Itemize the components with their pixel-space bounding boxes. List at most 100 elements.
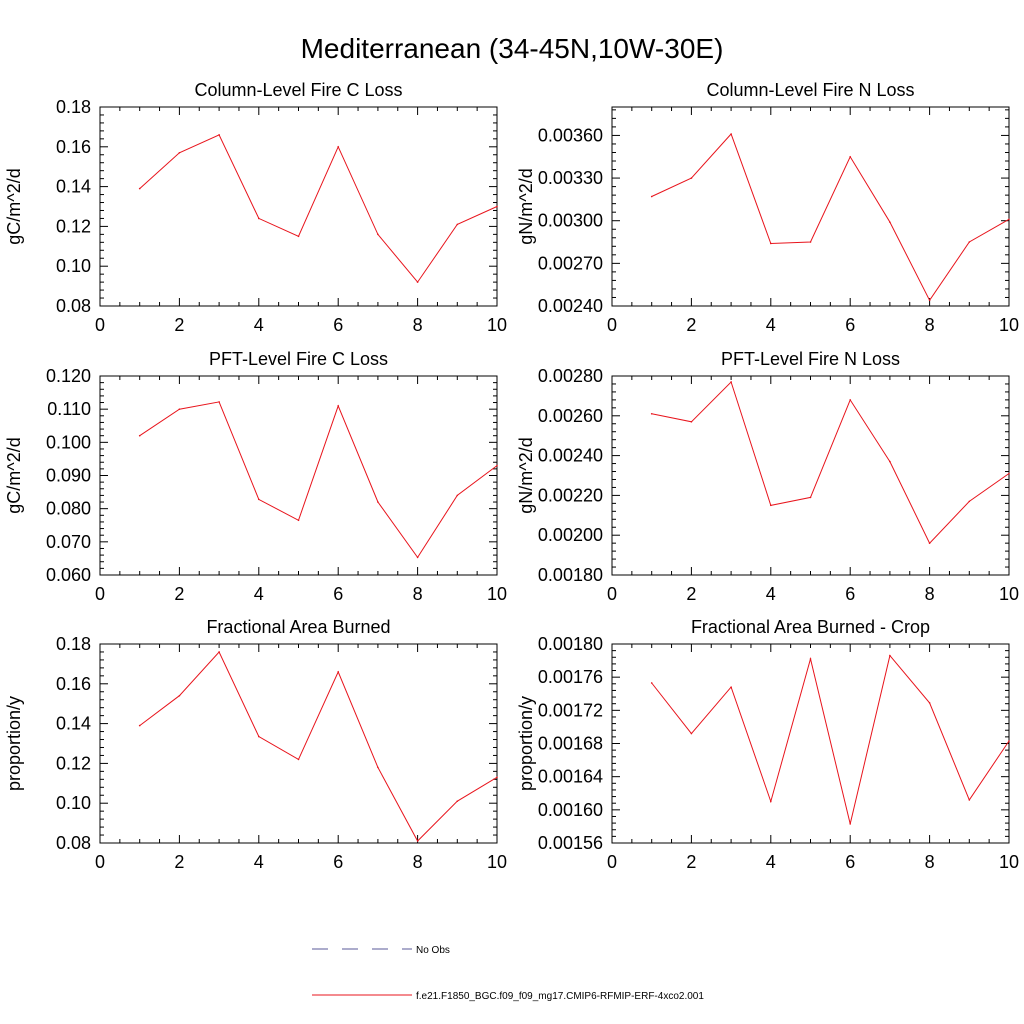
y-tick-label: 0.00240: [538, 446, 603, 466]
y-tick-label: 0.12: [56, 753, 91, 773]
y-tick-label: 0.18: [56, 634, 91, 654]
x-tick-label: 10: [487, 584, 507, 604]
x-tick-label: 0: [607, 584, 617, 604]
panel-title: PFT-Level Fire N Loss: [721, 349, 900, 369]
y-tick-label: 0.00180: [538, 565, 603, 585]
data-point: [337, 146, 340, 148]
plot-frame: [99, 375, 498, 576]
data-point: [928, 542, 931, 544]
data-point: [138, 724, 141, 727]
data-point: [849, 399, 851, 401]
data-point: [968, 799, 971, 801]
data-point: [690, 177, 693, 179]
panel-title: Column-Level Fire C Loss: [194, 80, 402, 100]
x-tick-label: 8: [925, 315, 935, 335]
data-point: [770, 504, 772, 507]
y-tick-label: 0.12: [56, 216, 91, 236]
data-point: [1008, 740, 1010, 742]
data-point: [809, 496, 812, 499]
plot-frame: [99, 643, 498, 844]
series-line: [651, 133, 1010, 302]
series-line: [139, 134, 498, 283]
data-point: [258, 217, 260, 220]
y-tick-label: 0.00156: [538, 833, 603, 853]
y-tick-label: 0.16: [56, 674, 91, 694]
x-tick-label: 6: [845, 315, 855, 335]
y-tick-label: 0.00260: [538, 406, 603, 426]
data-point: [889, 221, 891, 223]
panel-title: PFT-Level Fire C Loss: [209, 349, 388, 369]
y-tick-label: 0.090: [46, 466, 91, 486]
data-point: [1008, 218, 1010, 221]
x-tick-label: 8: [413, 852, 423, 872]
panel-2: Column-Level Fire N Loss gN/m^2/d 0 2 4 6 8 10 0…: [516, 80, 1019, 335]
data-point: [416, 556, 419, 559]
x-tick-label: 4: [254, 852, 264, 872]
data-point: [297, 519, 300, 522]
y-tick-label: 0.00164: [538, 767, 603, 787]
y-tick-label: 0.16: [56, 137, 91, 157]
figure-title: Mediterranean (34-45N,10W-30E): [301, 33, 724, 64]
x-tick-label: 10: [999, 584, 1019, 604]
x-tick-label: 10: [487, 852, 507, 872]
plot-frame: [99, 106, 498, 307]
y-tick-label: 0.10: [56, 793, 91, 813]
y-tick-label: 0.100: [46, 432, 91, 452]
panel-title: Fractional Area Burned: [206, 617, 390, 637]
data-point: [178, 694, 181, 697]
y-tick-label: 0.14: [56, 714, 91, 734]
panels: Column-Level Fire C Loss gC/m^2/d 0 2 4 6 8 10 0…: [4, 80, 1019, 872]
data-point: [650, 682, 653, 684]
data-point: [690, 420, 693, 423]
x-tick-label: 8: [413, 584, 423, 604]
x-tick-label: 10: [487, 315, 507, 335]
y-tick-label: 0.18: [56, 97, 91, 117]
legend-label-model-run: f.e21.F1850_BGC.f09_f09_mg17.CMIP6-RFMIP…: [416, 991, 704, 1002]
data-point: [218, 651, 220, 653]
data-point: [218, 401, 220, 403]
data-point: [337, 405, 340, 407]
data-point: [496, 205, 498, 208]
y-tick-label: 0.00270: [538, 253, 603, 273]
x-tick-label: 10: [999, 315, 1019, 335]
series-line: [139, 401, 498, 559]
y-axis-label: gC/m^2/d: [4, 437, 24, 513]
data-point: [730, 381, 732, 383]
y-tick-label: 0.110: [47, 399, 91, 419]
data-point: [218, 134, 220, 136]
y-axis-label: gN/m^2/d: [516, 437, 536, 513]
data-point: [770, 242, 772, 245]
y-tick-label: 0.00180: [538, 634, 603, 654]
x-tick-label: 6: [845, 852, 855, 872]
x-tick-label: 6: [333, 584, 343, 604]
y-tick-label: 0.00330: [538, 168, 603, 188]
panel-6: Fractional Area Burned - Crop proportion/…: [516, 617, 1019, 872]
data-point: [297, 235, 300, 238]
panel-1: Column-Level Fire C Loss gC/m^2/d 0 2 4 6 8 10 0…: [4, 80, 507, 335]
data-point: [178, 408, 181, 410]
data-point: [770, 800, 772, 803]
data-point: [928, 702, 931, 704]
y-tick-label: 0.00220: [538, 485, 603, 505]
y-tick-label: 0.00360: [538, 125, 603, 145]
plot-frame: [611, 375, 1010, 576]
data-point: [258, 735, 260, 738]
x-tick-label: 4: [766, 584, 776, 604]
data-point: [849, 155, 851, 158]
data-point: [456, 494, 459, 497]
data-point: [178, 151, 181, 154]
plot-frame: [611, 106, 1010, 307]
data-point: [377, 233, 379, 236]
panel-title: Column-Level Fire N Loss: [706, 80, 914, 100]
data-point: [297, 758, 300, 761]
data-point: [1008, 472, 1010, 475]
x-tick-label: 4: [254, 315, 264, 335]
data-point: [809, 658, 812, 660]
y-tick-label: 0.080: [46, 499, 91, 519]
data-point: [650, 195, 653, 198]
y-tick-label: 0.00280: [538, 366, 603, 386]
data-point: [258, 498, 260, 501]
data-point: [377, 501, 379, 503]
series-line: [651, 654, 1010, 825]
